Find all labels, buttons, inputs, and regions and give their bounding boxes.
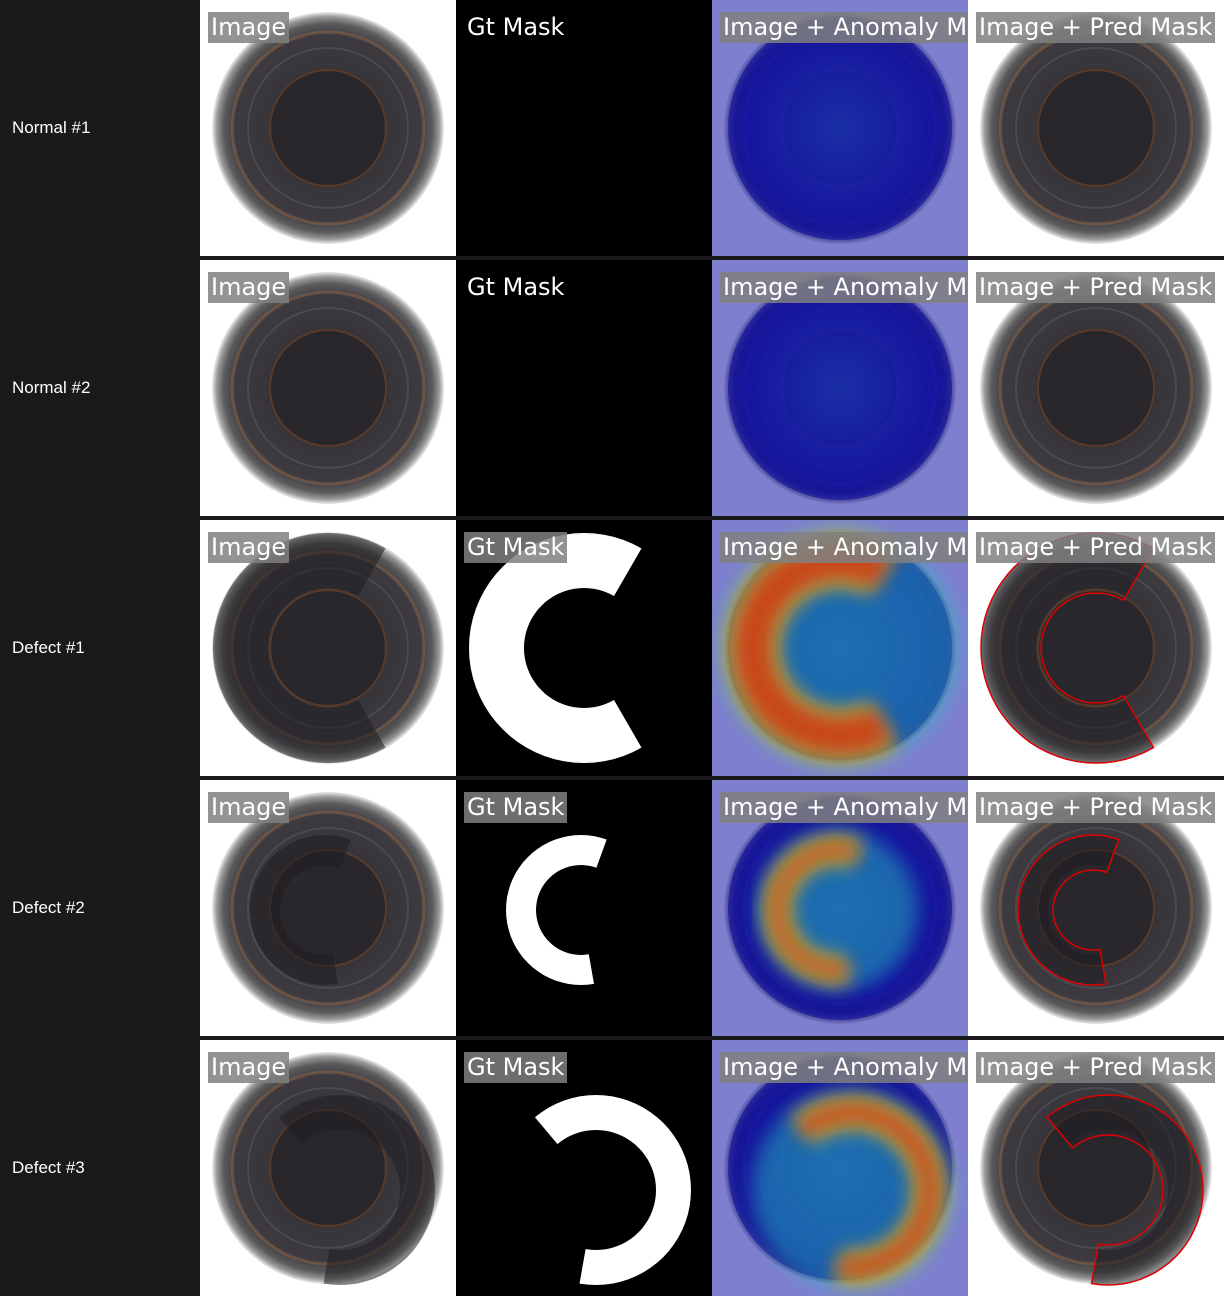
panel-title: Image + Pred Mask — [976, 12, 1216, 43]
panel: Gt Mask — [456, 0, 712, 256]
row-label: Normal #2 — [12, 378, 91, 397]
bottle-ring — [247, 47, 409, 209]
bottle-ring — [1015, 827, 1177, 989]
gt-mask-region — [534, 1095, 691, 1285]
panel: Image — [200, 520, 456, 776]
result-row: Defect #1 Image Gt Mask Image + Anomaly M… — [0, 520, 1224, 776]
defect-area — [278, 1095, 435, 1285]
heat-high — [733, 541, 894, 755]
heat-high — [770, 843, 860, 977]
panel: Image + Anomaly Map — [712, 260, 968, 516]
panel-image — [456, 520, 712, 776]
mask-background — [456, 0, 712, 256]
panel-title: Image + Pred Mask — [976, 272, 1216, 303]
bottle-mouth — [269, 589, 387, 707]
panel: Image + Pred Mask — [968, 780, 1224, 1036]
panel-image — [200, 780, 456, 1036]
panel-title: Image — [208, 12, 290, 43]
bottle-ring — [247, 307, 409, 469]
heat-high — [796, 1103, 939, 1277]
panel-title: Image + Anomaly Map — [720, 12, 968, 43]
result-row: Defect #3 Image Gt Mask Image + Anomaly M… — [0, 1040, 1224, 1296]
bottle-ring — [247, 827, 409, 989]
panel-title: Image + Anomaly Map — [720, 532, 968, 563]
row-label: Normal #1 — [12, 118, 91, 137]
heat-base — [728, 276, 952, 500]
panel-title: Gt Mask — [467, 273, 565, 301]
panel: Image + Anomaly Map — [712, 0, 968, 256]
panel-title: Image — [208, 272, 290, 303]
bottle-mouth — [269, 69, 387, 187]
panel-title: Image + Anomaly Map — [720, 792, 968, 823]
panel: Image — [200, 0, 456, 256]
panel: Image + Pred Mask — [968, 260, 1224, 516]
panel-image — [200, 520, 456, 776]
panel: Image + Anomaly Map — [712, 780, 968, 1036]
panel-title: Image — [208, 1052, 290, 1083]
bottle-mouth — [1037, 329, 1155, 447]
panel-title: Image + Anomaly Map — [720, 1052, 968, 1083]
panel: Image + Pred Mask — [968, 520, 1224, 776]
defect-area — [213, 533, 386, 763]
panel-title: Image + Pred Mask — [976, 1052, 1216, 1083]
bottle-mouth — [269, 329, 387, 447]
bottle-ring — [1015, 47, 1177, 209]
result-row: Normal #2 Image Gt Mask Image + Anomaly M… — [0, 260, 1224, 516]
mask-background — [456, 260, 712, 516]
panel: Gt Mask — [456, 780, 712, 1036]
panel-image — [712, 1040, 968, 1296]
panel-title: Image — [208, 532, 290, 563]
panel-image — [200, 1040, 456, 1296]
bottle-ring — [230, 290, 426, 486]
panel: Gt Mask — [456, 520, 712, 776]
panel: Image + Pred Mask — [968, 0, 1224, 256]
gt-mask-region — [469, 533, 642, 763]
panel-title: Image — [208, 792, 290, 823]
defect-area — [250, 835, 351, 985]
panel: Image — [200, 780, 456, 1036]
pred-mask-outline — [980, 532, 1155, 764]
row-label: Defect #3 — [12, 1158, 85, 1177]
panel-image — [200, 0, 456, 256]
panel-title: Gt Mask — [467, 13, 565, 41]
panel-title: Gt Mask — [464, 532, 568, 563]
panel-image — [456, 260, 712, 516]
result-row: Defect #2 Image Gt Mask Image + Anomaly M… — [0, 780, 1224, 1036]
pred-mask-outline — [1045, 1094, 1204, 1286]
panel: Image + Anomaly Map — [712, 520, 968, 776]
panel-title: Image + Pred Mask — [976, 792, 1216, 823]
bottle-mouth — [1037, 589, 1155, 707]
defect-area — [981, 533, 1154, 763]
row-label: Defect #2 — [12, 898, 85, 917]
result-row: Normal #1 Image Gt Mask Image + Anomaly M… — [0, 0, 1224, 256]
panel-title: Gt Mask — [464, 1052, 568, 1083]
bottle-ring — [230, 30, 426, 226]
defect-area — [1046, 1095, 1203, 1285]
defect-area — [1018, 835, 1119, 985]
panel: Image — [200, 260, 456, 516]
panel: Image — [200, 1040, 456, 1296]
panel: Image + Pred Mask — [968, 1040, 1224, 1296]
heat-base — [728, 16, 952, 240]
row-label: Defect #1 — [12, 638, 85, 657]
panel: Gt Mask — [456, 260, 712, 516]
gt-mask-region — [506, 835, 607, 985]
bottle-ring — [1015, 307, 1177, 469]
panel-title: Image + Anomaly Map — [720, 272, 968, 303]
pred-mask-outline — [1017, 834, 1120, 986]
panel: Image + Anomaly Map — [712, 1040, 968, 1296]
bottle-ring — [230, 810, 426, 1006]
panel-image — [456, 0, 712, 256]
bottle-mouth — [1037, 69, 1155, 187]
panel-title: Gt Mask — [464, 792, 568, 823]
panel-title: Image + Pred Mask — [976, 532, 1216, 563]
panel: Gt Mask — [456, 1040, 712, 1296]
